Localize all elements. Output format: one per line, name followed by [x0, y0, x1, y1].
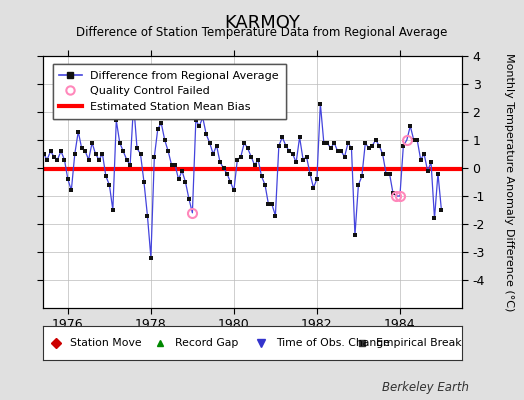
Text: Empirical Break: Empirical Break — [376, 338, 462, 348]
Text: Berkeley Earth: Berkeley Earth — [382, 381, 469, 394]
Text: Difference of Station Temperature Data from Regional Average: Difference of Station Temperature Data f… — [77, 26, 447, 39]
Text: Station Move: Station Move — [70, 338, 142, 348]
Text: KARMOY: KARMOY — [224, 14, 300, 32]
Legend: Difference from Regional Average, Quality Control Failed, Estimated Station Mean: Difference from Regional Average, Qualit… — [53, 64, 286, 118]
Text: Record Gap: Record Gap — [175, 338, 238, 348]
Text: Time of Obs. Change: Time of Obs. Change — [276, 338, 390, 348]
Y-axis label: Monthly Temperature Anomaly Difference (°C): Monthly Temperature Anomaly Difference (… — [505, 53, 515, 311]
